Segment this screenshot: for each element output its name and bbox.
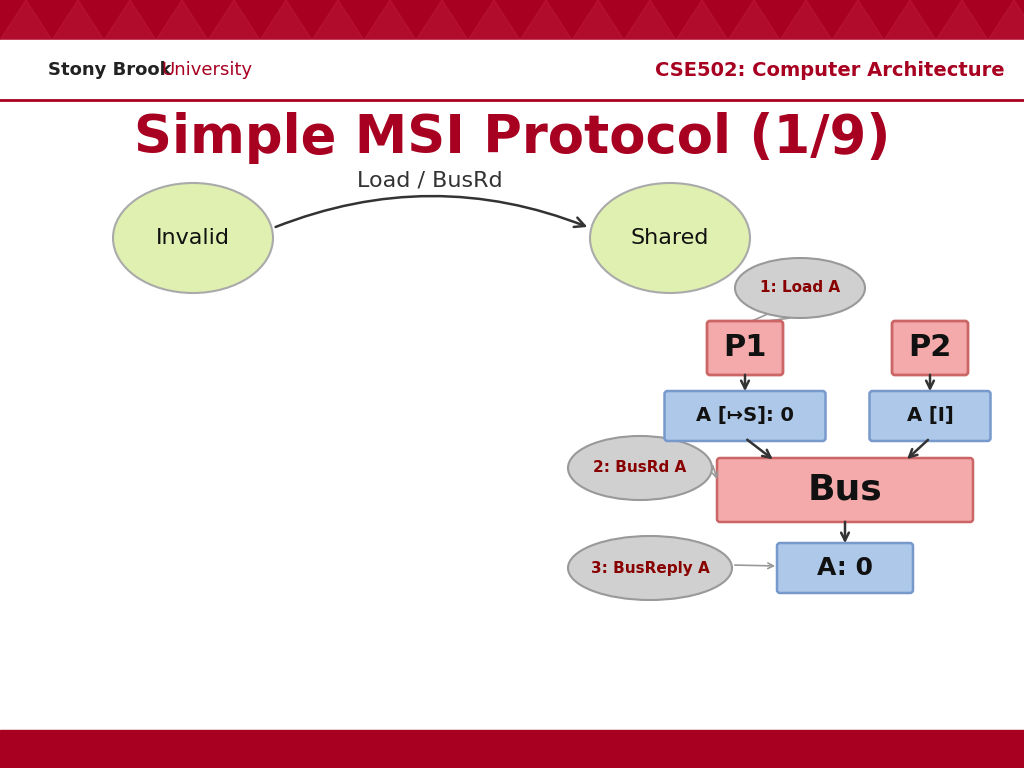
Text: CSE502: Computer Architecture: CSE502: Computer Architecture: [655, 61, 1005, 80]
Text: 3: BusReply A: 3: BusReply A: [591, 561, 710, 575]
FancyBboxPatch shape: [869, 391, 990, 441]
Polygon shape: [676, 0, 728, 40]
FancyArrowPatch shape: [841, 521, 849, 541]
Text: Bus: Bus: [808, 473, 883, 507]
Text: P1: P1: [723, 333, 767, 362]
Text: Invalid: Invalid: [156, 228, 230, 248]
Ellipse shape: [113, 183, 273, 293]
Ellipse shape: [568, 536, 732, 600]
Bar: [0, 0, 1024, 40]
Text: Simple MSI Protocol (1/9): Simple MSI Protocol (1/9): [134, 112, 890, 164]
Polygon shape: [468, 0, 520, 40]
FancyArrowPatch shape: [735, 563, 773, 568]
Polygon shape: [260, 0, 312, 40]
Bar: [0, 730, 1024, 768]
Text: Stony Brook: Stony Brook: [48, 61, 172, 79]
Polygon shape: [104, 0, 156, 40]
Bar: [0, 40, 1024, 100]
FancyArrowPatch shape: [926, 375, 934, 389]
FancyArrowPatch shape: [713, 465, 718, 478]
Ellipse shape: [590, 183, 750, 293]
FancyArrowPatch shape: [748, 440, 771, 458]
Text: A: 0: A: 0: [817, 556, 873, 580]
Polygon shape: [884, 0, 936, 40]
Polygon shape: [780, 0, 831, 40]
Polygon shape: [312, 0, 364, 40]
Polygon shape: [936, 0, 988, 40]
FancyBboxPatch shape: [665, 391, 825, 441]
Text: A [↦S]: 0: A [↦S]: 0: [696, 406, 794, 425]
FancyArrowPatch shape: [909, 440, 928, 457]
Polygon shape: [364, 0, 416, 40]
Text: 1: Load A: 1: Load A: [760, 280, 840, 296]
FancyBboxPatch shape: [777, 543, 913, 593]
Text: A [I]: A [I]: [906, 406, 953, 425]
Polygon shape: [572, 0, 624, 40]
Polygon shape: [156, 0, 208, 40]
Polygon shape: [831, 0, 884, 40]
FancyArrowPatch shape: [741, 375, 749, 389]
Polygon shape: [416, 0, 468, 40]
FancyArrowPatch shape: [275, 196, 585, 227]
Text: 2: BusRd A: 2: BusRd A: [593, 461, 687, 475]
FancyBboxPatch shape: [707, 321, 783, 375]
Polygon shape: [0, 0, 52, 40]
Text: University: University: [162, 61, 253, 79]
Ellipse shape: [735, 258, 865, 318]
Text: Load / BusRd: Load / BusRd: [357, 170, 503, 190]
Text: P2: P2: [908, 333, 951, 362]
Polygon shape: [520, 0, 572, 40]
Polygon shape: [728, 0, 780, 40]
Polygon shape: [208, 0, 260, 40]
FancyBboxPatch shape: [717, 458, 973, 522]
Polygon shape: [624, 0, 676, 40]
Polygon shape: [988, 0, 1024, 40]
Ellipse shape: [568, 436, 712, 500]
Text: Shared: Shared: [631, 228, 710, 248]
FancyBboxPatch shape: [892, 321, 968, 375]
Polygon shape: [52, 0, 104, 40]
